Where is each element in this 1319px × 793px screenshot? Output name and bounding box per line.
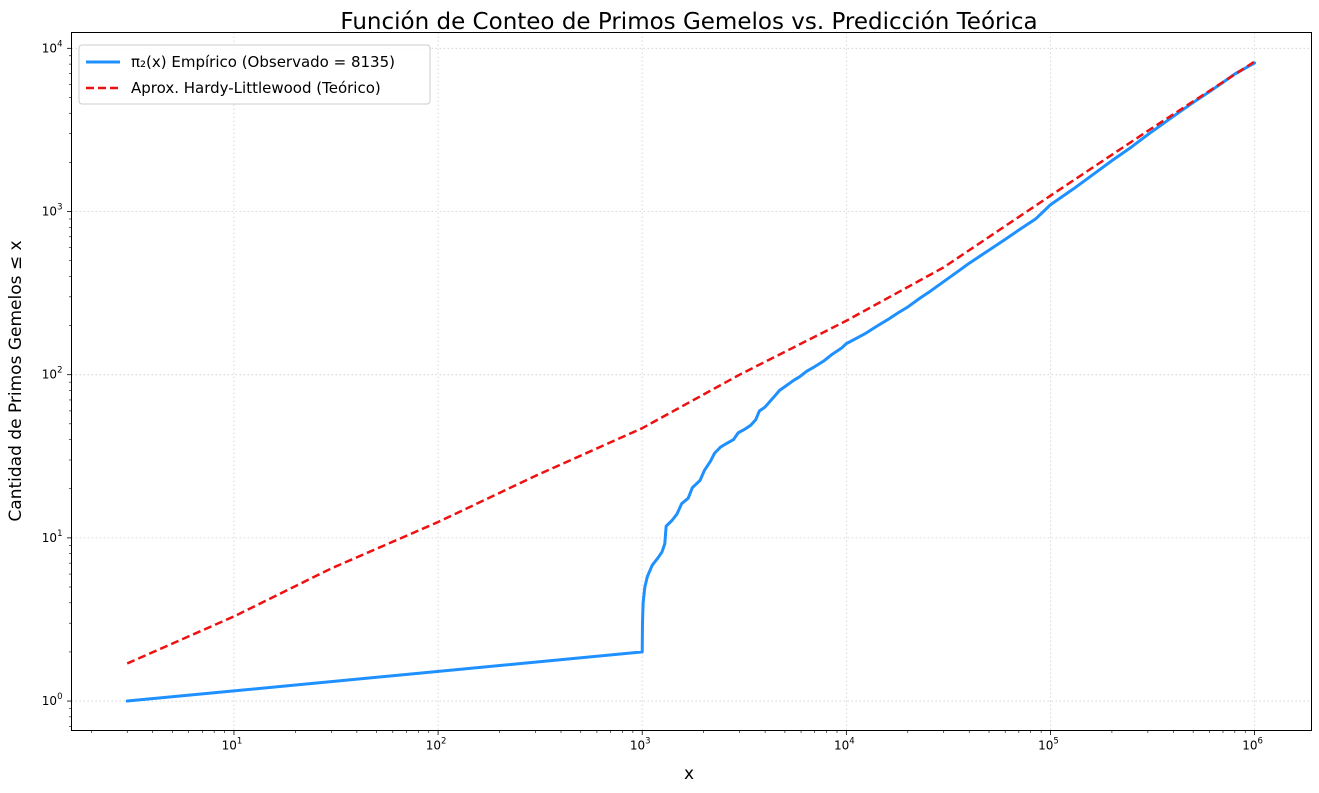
- y-tick-label: 102: [42, 366, 63, 382]
- x-tick-label: 102: [426, 737, 447, 753]
- x-axis-label: x: [684, 764, 694, 784]
- plot-frame: [71, 32, 1312, 731]
- y-tick-label: 100: [42, 692, 63, 708]
- y-tick-label: 104: [42, 39, 63, 55]
- series-line-theoretical: [126, 60, 1256, 665]
- grid: [71, 32, 1312, 731]
- series-layer: [125, 60, 1257, 703]
- x-tick-label: 104: [834, 737, 855, 753]
- y-axis-ticks: 100 101 102 103 104: [42, 39, 72, 708]
- x-tick-label: 106: [1242, 737, 1263, 753]
- x-tick-label: 105: [1038, 737, 1059, 753]
- series-line-empirical: [125, 61, 1257, 703]
- y-axis-label: Cantidad de Primos Gemelos ≤ x: [6, 240, 26, 521]
- x-axis-ticks: 101 102 103 104 105 106: [222, 730, 1263, 753]
- x-tick-label: 101: [222, 737, 243, 753]
- y-tick-label: 101: [42, 529, 63, 545]
- x-tick-label: 103: [630, 737, 651, 753]
- legend-box: [78, 44, 431, 105]
- legend: π₂(x) Empírico (Observado = 8135) Aprox.…: [78, 44, 431, 105]
- legend-label-theoretical: Aprox. Hardy-Littlewood (Teórico): [131, 79, 381, 97]
- chart-title: Función de Conteo de Primos Gemelos vs. …: [340, 9, 1037, 35]
- y-tick-label: 103: [42, 202, 63, 218]
- legend-label-empirical: π₂(x) Empírico (Observado = 8135): [131, 53, 395, 71]
